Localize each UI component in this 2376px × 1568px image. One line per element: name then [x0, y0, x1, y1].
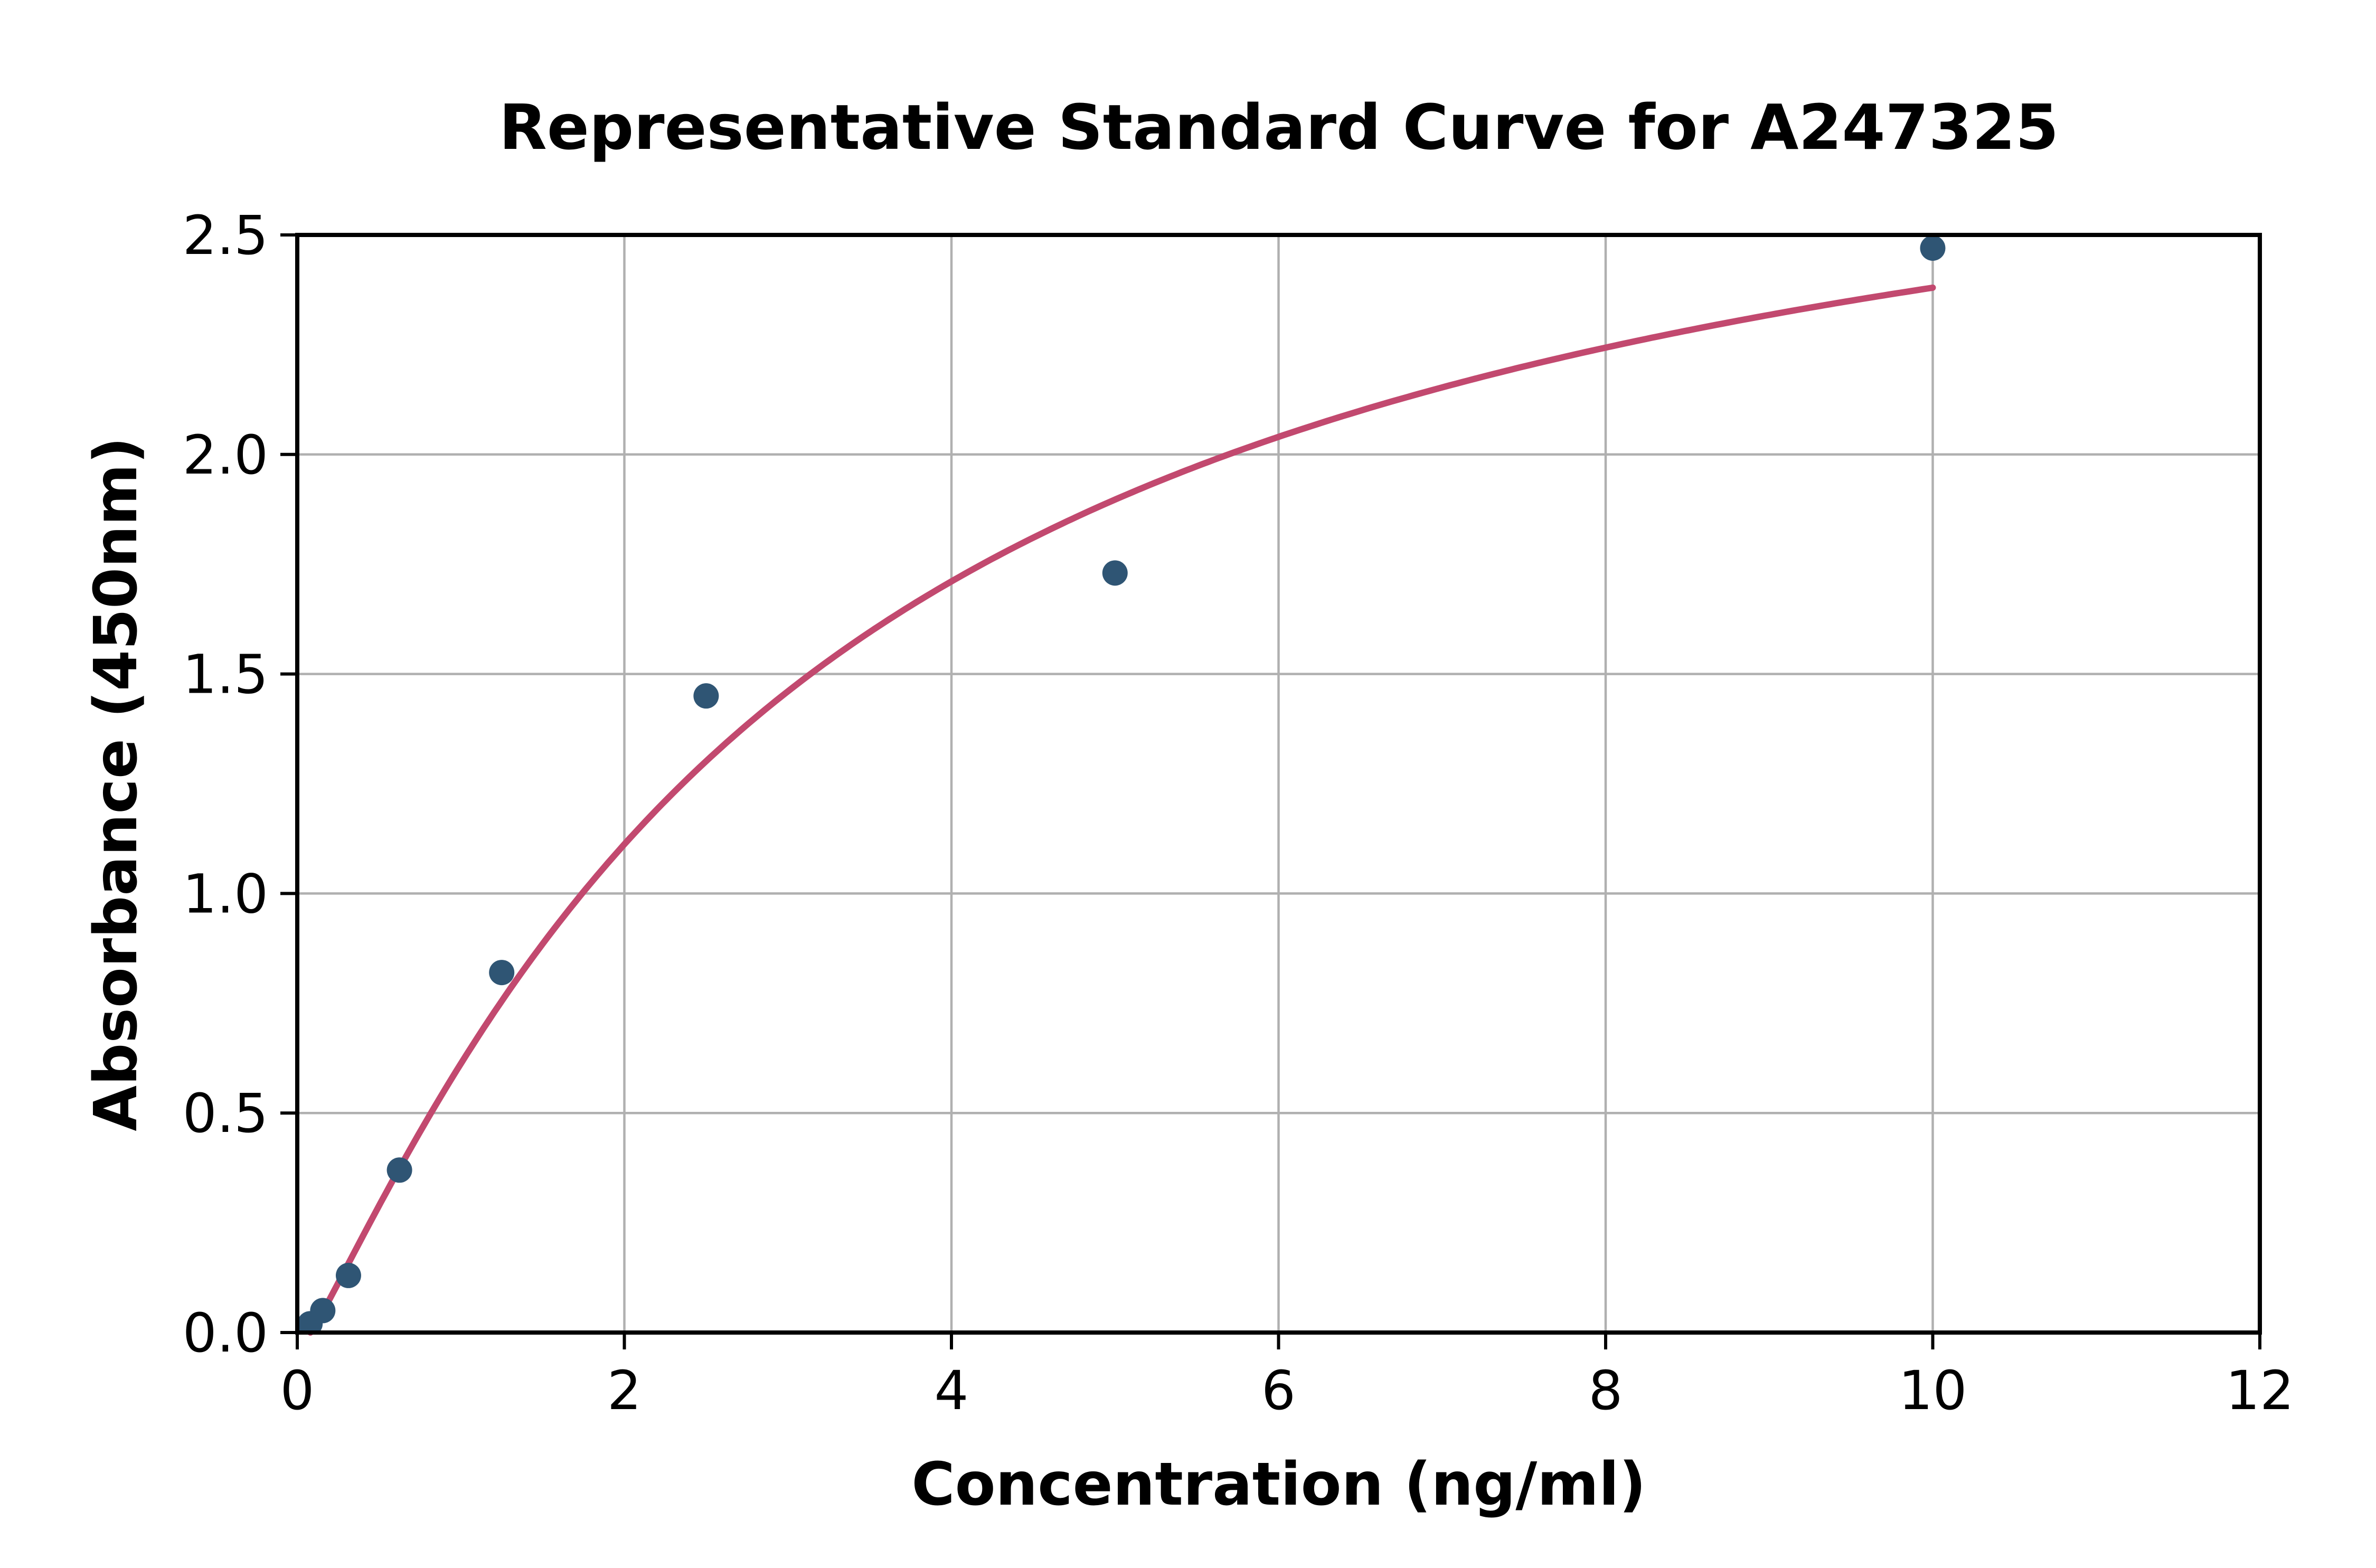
grid-lines: [297, 235, 2260, 1333]
x-tick-label-12: 12: [2226, 1359, 2294, 1422]
x-tick-label-10: 10: [1899, 1359, 1967, 1422]
x-tick-label-6: 6: [1261, 1359, 1296, 1422]
data-point-3: [386, 1157, 412, 1183]
data-point-7: [1920, 235, 1946, 261]
y-tick-label-2.5: 2.5: [183, 204, 268, 267]
data-point-4: [489, 960, 515, 986]
data-point-2: [335, 1262, 361, 1288]
x-tick-label-8: 8: [1589, 1359, 1623, 1422]
y-tick-label-2.0: 2.0: [183, 424, 268, 487]
y-axis-label: Absorbance (450nm): [82, 437, 150, 1131]
y-tick-label-1.0: 1.0: [183, 863, 268, 925]
tick-marks: [280, 233, 2261, 1349]
data-point-5: [693, 683, 719, 709]
x-axis-label: Concentration (ng/ml): [911, 1450, 1646, 1519]
x-tick-labels: 0 2 4 6 8 10 12: [280, 1359, 2294, 1422]
y-tick-label-0.5: 0.5: [183, 1082, 268, 1145]
x-tick-label-0: 0: [280, 1359, 315, 1422]
data-point-1: [310, 1298, 336, 1324]
chart-title: Representative Standard Curve for A24732…: [499, 91, 2059, 164]
y-tick-label-1.5: 1.5: [183, 644, 268, 706]
y-tick-label-0.0: 0.0: [183, 1302, 268, 1365]
data-points: [297, 235, 1946, 1333]
x-tick-label-4: 4: [935, 1359, 969, 1422]
data-point-6: [1102, 560, 1128, 586]
fit-curve: [307, 284, 1936, 1336]
x-tick-label-2: 2: [607, 1359, 642, 1422]
y-tick-labels: 0.0 0.5 1.0 1.5 2.0 2.5: [183, 204, 268, 1365]
